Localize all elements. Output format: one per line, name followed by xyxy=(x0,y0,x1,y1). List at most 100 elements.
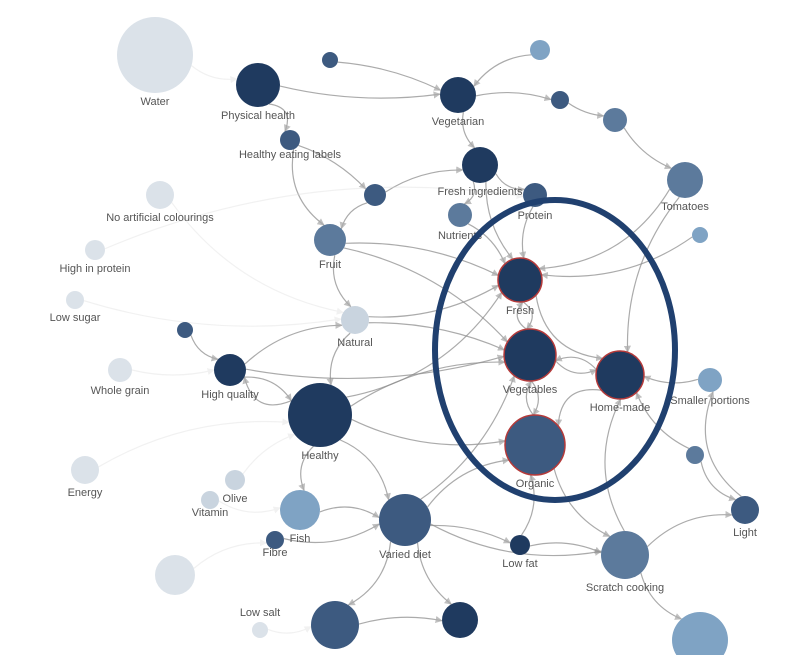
node-fibre[interactable] xyxy=(266,531,284,549)
node-label: High in protein xyxy=(60,263,131,275)
node-label: Fish xyxy=(290,533,311,545)
edge xyxy=(705,392,741,497)
node-light[interactable] xyxy=(731,496,759,524)
node-olive[interactable] xyxy=(225,470,245,490)
edge xyxy=(191,66,236,80)
node-fruit[interactable] xyxy=(314,224,346,256)
edge xyxy=(348,542,390,605)
node-n_top_d[interactable] xyxy=(603,108,627,132)
node-freshingr[interactable] xyxy=(462,147,498,183)
edge xyxy=(333,255,350,306)
node-n_top_a[interactable] xyxy=(322,52,338,68)
edge xyxy=(330,333,350,385)
node-label: No artificial colourings xyxy=(106,212,214,224)
node-n_bot_c[interactable] xyxy=(442,602,478,638)
node-water[interactable] xyxy=(117,17,193,93)
node-label: Organic xyxy=(516,478,555,490)
node-lowfat[interactable] xyxy=(510,535,530,555)
edge xyxy=(280,86,440,98)
edge xyxy=(531,381,538,415)
edge xyxy=(298,145,365,189)
node-organic[interactable] xyxy=(505,415,565,475)
edge xyxy=(541,237,692,277)
edge xyxy=(268,627,311,634)
edge xyxy=(555,361,596,374)
node-lowsugar[interactable] xyxy=(66,291,84,309)
edge xyxy=(605,399,624,531)
node-natural[interactable] xyxy=(341,306,369,334)
edge xyxy=(292,149,324,225)
node-n_bot_a[interactable] xyxy=(155,555,195,595)
edge xyxy=(338,62,441,90)
edge xyxy=(320,507,379,518)
edge xyxy=(243,434,295,473)
edge xyxy=(301,446,314,490)
node-physhealth[interactable] xyxy=(236,63,280,107)
node-fresh[interactable] xyxy=(498,258,542,302)
node-label: Low fat xyxy=(502,558,537,570)
node-label: Light xyxy=(733,527,757,539)
node-nutrients[interactable] xyxy=(448,203,472,227)
edge xyxy=(344,248,508,342)
node-varieddiet[interactable] xyxy=(379,494,431,546)
node-scratch[interactable] xyxy=(601,531,649,579)
edge xyxy=(647,515,731,547)
node-vegetarian[interactable] xyxy=(440,77,476,113)
network-diagram: WaterPhysical healthVegetarianHealthy ea… xyxy=(0,0,800,655)
node-n_mid_b[interactable] xyxy=(692,227,708,243)
edge xyxy=(568,103,603,116)
edge xyxy=(340,440,389,500)
edge xyxy=(418,543,452,604)
node-n_left_a[interactable] xyxy=(177,322,193,338)
edge xyxy=(84,301,341,327)
node-artcolor[interactable] xyxy=(146,181,174,209)
node-label: Protein xyxy=(518,210,553,222)
edge xyxy=(245,325,342,364)
node-highprotein[interactable] xyxy=(85,240,105,260)
node-label: Fresh ingredients xyxy=(438,186,523,198)
node-n_bot_b[interactable] xyxy=(311,601,359,649)
node-n_mid_a[interactable] xyxy=(364,184,386,206)
edge xyxy=(347,292,502,397)
node-energy[interactable] xyxy=(71,456,99,484)
node-label: Olive xyxy=(222,493,247,505)
nodes-layer: WaterPhysical healthVegetarianHealthy ea… xyxy=(50,17,759,655)
node-label: High quality xyxy=(201,389,259,401)
node-smallerp[interactable] xyxy=(698,368,722,392)
node-label: Water xyxy=(141,96,170,108)
node-vegetables[interactable] xyxy=(504,329,556,381)
node-n_top_b[interactable] xyxy=(530,40,550,60)
edge xyxy=(269,104,287,131)
node-tomatoes[interactable] xyxy=(667,162,703,198)
node-lowsalt[interactable] xyxy=(252,622,268,638)
edge xyxy=(530,543,601,553)
edge xyxy=(346,243,499,275)
node-label: Low sugar xyxy=(50,312,101,324)
node-label: Scratch cooking xyxy=(586,582,664,594)
node-wholegrain[interactable] xyxy=(108,358,132,382)
edge xyxy=(464,182,474,204)
node-highquality[interactable] xyxy=(214,354,246,386)
node-healthylabel[interactable] xyxy=(280,130,300,150)
edge xyxy=(641,573,682,619)
edge xyxy=(132,370,214,375)
node-label: Natural xyxy=(337,337,372,349)
node-vitamin[interactable] xyxy=(201,491,219,509)
node-label: Low salt xyxy=(240,607,280,619)
node-label: Energy xyxy=(68,487,103,499)
node-n_top_c[interactable] xyxy=(551,91,569,109)
node-healthy[interactable] xyxy=(288,383,352,447)
edge xyxy=(526,381,533,415)
node-fish[interactable] xyxy=(280,490,320,530)
node-homemade[interactable] xyxy=(596,351,644,399)
node-label: Whole grain xyxy=(91,385,150,397)
node-label: Vegetarian xyxy=(432,116,485,128)
edge xyxy=(369,285,499,317)
edge xyxy=(517,302,526,329)
edge xyxy=(701,462,736,500)
node-n_right_a[interactable] xyxy=(686,446,704,464)
edge xyxy=(558,390,601,426)
edge xyxy=(476,93,551,100)
edge xyxy=(246,356,504,378)
edge xyxy=(194,543,267,568)
